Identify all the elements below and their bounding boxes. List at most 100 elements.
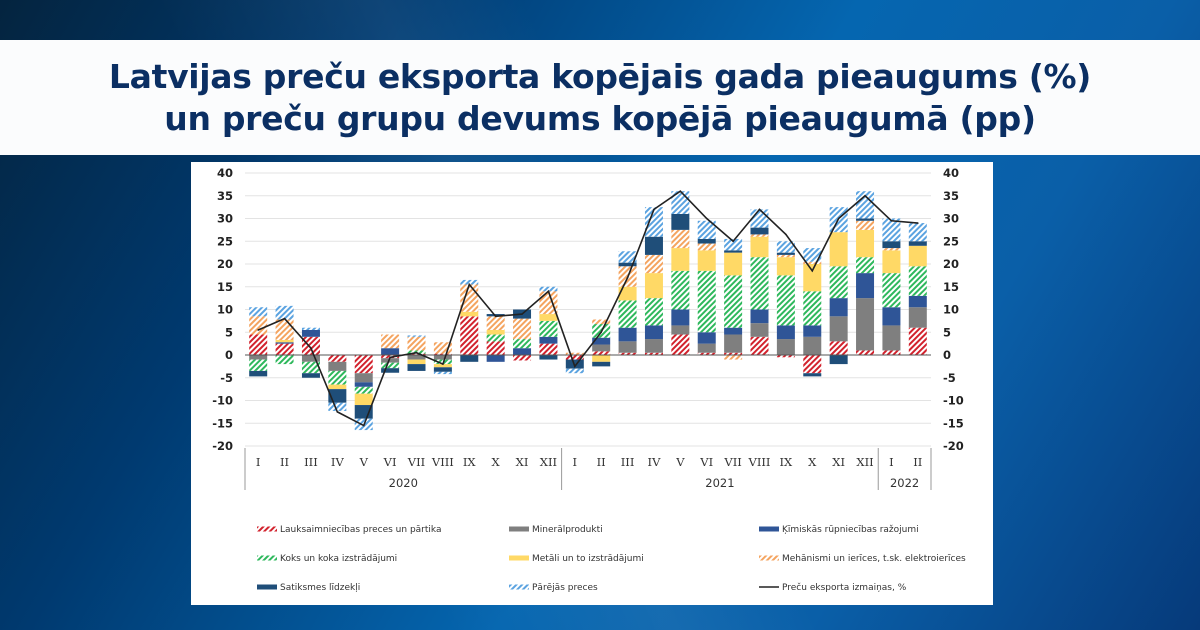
y-tick-left: 10 <box>217 303 233 317</box>
bar-segment <box>671 334 690 355</box>
bar-segment <box>275 319 294 340</box>
y-axis-left: 40 35 30 25 20 15 10 5 0 -5 -10 -15 -20 <box>212 166 233 453</box>
bar-segment <box>882 241 901 249</box>
line-point <box>283 317 286 320</box>
bar-segment <box>908 295 927 308</box>
bar-segment <box>618 352 637 355</box>
bar-segment <box>407 355 426 360</box>
y-tick-right: 15 <box>943 280 959 294</box>
title-banner: Latvijas preču eksporta kopējais gada pi… <box>0 40 1200 155</box>
x-tick-label: VI <box>383 455 397 469</box>
bar-segment <box>856 218 875 221</box>
line-point <box>521 313 523 315</box>
bar-segment <box>671 325 690 335</box>
y-tick-right: -15 <box>943 416 964 430</box>
bar-segment <box>724 355 743 360</box>
bar-segment <box>750 309 769 324</box>
bar-segment <box>486 334 505 342</box>
bar-segment <box>565 355 584 360</box>
bar-segment <box>460 279 479 285</box>
bar-segment <box>486 341 505 355</box>
bar-segment <box>803 291 822 326</box>
bar-segment <box>776 252 795 255</box>
x-tick-label: I <box>889 455 894 469</box>
line-point <box>732 240 734 243</box>
bar-segment <box>328 402 347 411</box>
bar-segment <box>460 355 479 362</box>
bar-segment <box>724 352 743 355</box>
bar-segment <box>644 254 663 274</box>
chart-title-line-1: Latvijas preču eksporta kopējais gada pi… <box>108 56 1092 96</box>
bar-segment <box>776 241 795 253</box>
bar-segment <box>539 336 558 344</box>
bar-segment <box>803 336 822 355</box>
bar-segment <box>354 355 373 374</box>
bar-segment <box>644 325 663 340</box>
legend-swatch <box>257 584 277 590</box>
bar-segment <box>433 367 452 372</box>
line-point <box>494 315 497 318</box>
x-tick-label: XII <box>856 455 873 469</box>
line-point <box>811 270 814 272</box>
line-point <box>890 219 893 222</box>
bar-segment <box>381 348 400 355</box>
legend-label: Mehānismi un ierīces, t.sk. elektroierīc… <box>782 554 966 564</box>
bar-segment <box>908 266 927 296</box>
legend-swatch <box>509 526 529 532</box>
bar-segment <box>644 339 663 353</box>
bar-segment <box>539 314 558 321</box>
chart-title-line-2: un preču grupu devums kopējā pieaugumā (… <box>164 98 1036 138</box>
x-tick-label: III <box>621 455 635 469</box>
x-tick-label: X <box>492 455 501 469</box>
bar-segment <box>803 261 822 264</box>
bar-segment <box>486 329 505 335</box>
bar-segment <box>275 305 294 320</box>
bar-segment <box>433 353 452 355</box>
bar-segment <box>249 359 268 371</box>
bar-segment <box>829 355 848 365</box>
bar-segment <box>671 213 690 230</box>
y-tick-left: 40 <box>217 166 233 180</box>
bar-segment <box>882 248 901 251</box>
line-point <box>257 329 259 331</box>
bar-segment <box>856 191 875 219</box>
y-tick-right: 25 <box>943 234 959 248</box>
y-tick-left: -15 <box>212 416 233 430</box>
legend-label: Koks un koka izstrādājumi <box>280 554 397 564</box>
x-tick-label: I <box>573 455 578 469</box>
bar-segment <box>592 337 611 345</box>
bar-segment <box>407 364 426 371</box>
bar-segment <box>671 229 690 249</box>
bar-segment <box>856 350 875 355</box>
x-tick-label: IV <box>648 455 662 469</box>
legend-swatch <box>509 555 529 561</box>
bar-segment <box>433 342 452 354</box>
bar-segment <box>460 311 479 317</box>
bar-segment <box>592 351 611 355</box>
bar-segment <box>354 382 373 387</box>
y-tick-right: -10 <box>943 394 964 408</box>
bar-segment <box>803 373 822 377</box>
year-label: 2021 <box>705 476 734 490</box>
line-point <box>574 365 576 368</box>
bar-segment <box>433 364 452 368</box>
bar-segment <box>539 343 558 355</box>
bar-segment <box>750 336 769 355</box>
line-point <box>679 190 682 192</box>
bar-segment <box>724 327 743 335</box>
bar-segment <box>697 352 716 355</box>
bar-segment <box>328 361 347 371</box>
bar-segment <box>882 250 901 274</box>
bar-segment <box>829 341 848 355</box>
line-point <box>917 222 919 224</box>
legend-label: Lauksaimniecības preces un pārtika <box>280 525 441 535</box>
bar-segment <box>565 368 584 374</box>
x-tick-label: XII <box>540 455 557 469</box>
bar-segment <box>644 352 663 355</box>
line-point <box>389 356 391 359</box>
total-line <box>257 190 919 427</box>
bar-segment <box>803 325 822 337</box>
x-tick-label: VII <box>723 455 741 469</box>
bar-segment <box>249 370 268 377</box>
bar-segment <box>354 393 373 406</box>
